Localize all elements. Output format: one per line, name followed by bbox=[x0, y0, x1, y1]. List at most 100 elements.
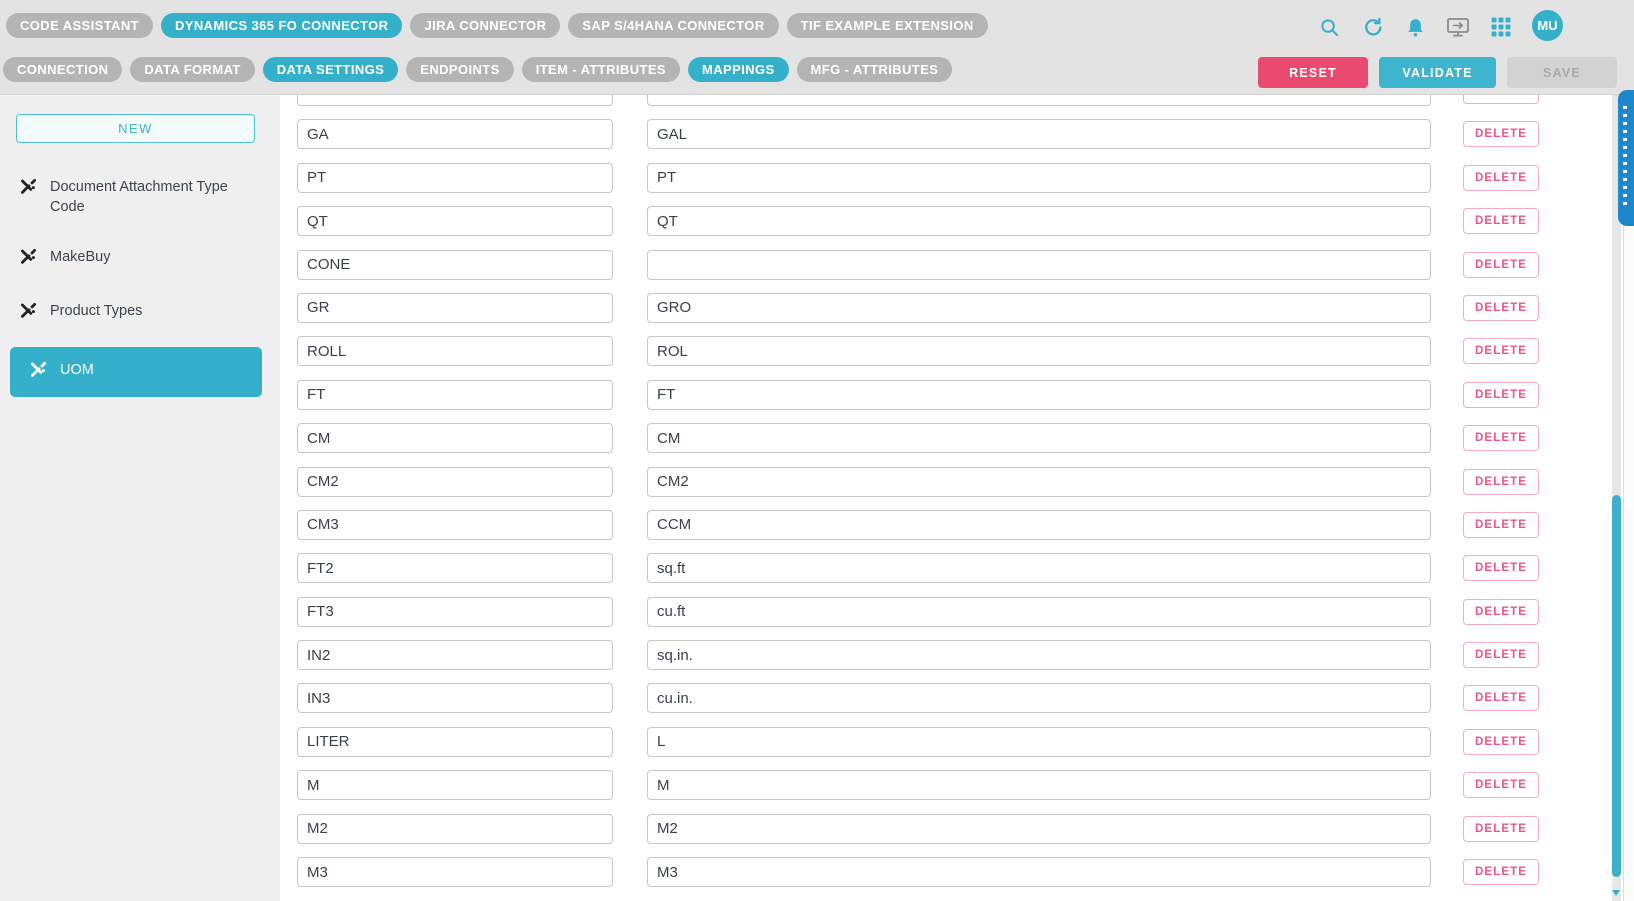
mapping-row: DELETE bbox=[297, 770, 1539, 801]
delete-button[interactable]: DELETE bbox=[1463, 815, 1539, 842]
target-uom-input[interactable] bbox=[647, 553, 1431, 584]
tab-mfg-attributes[interactable]: MFG - ATTRIBUTES bbox=[796, 57, 953, 82]
source-uom-input[interactable] bbox=[297, 596, 613, 627]
delete-button[interactable]: DELETE bbox=[1463, 772, 1539, 799]
target-uom-input[interactable] bbox=[647, 509, 1431, 540]
target-uom-input[interactable] bbox=[647, 249, 1431, 280]
content-scrollbar-thumb[interactable] bbox=[1612, 495, 1621, 877]
delete-button[interactable]: DELETE bbox=[1463, 642, 1539, 669]
tab-item-attributes[interactable]: ITEM - ATTRIBUTES bbox=[521, 57, 680, 82]
target-uom-input[interactable] bbox=[647, 466, 1431, 497]
source-uom-input[interactable] bbox=[297, 379, 613, 410]
mapping-row: DELETE bbox=[297, 119, 1539, 150]
connector-tabs: CODE ASSISTANT DYNAMICS 365 FO CONNECTOR J… bbox=[6, 13, 988, 38]
mapping-row: DELETE bbox=[297, 553, 1539, 584]
mapping-row: DELETE bbox=[297, 596, 1539, 627]
delete-button[interactable]: DELETE bbox=[1463, 511, 1539, 538]
sidebar-item-product-types[interactable]: Product Types bbox=[0, 293, 262, 333]
uom-mapping-panel: DELETE DELETE DELETE DELETE DELETE DELET… bbox=[280, 95, 1634, 901]
tab-connection[interactable]: CONNECTION bbox=[3, 57, 123, 82]
target-uom-input[interactable] bbox=[647, 119, 1431, 150]
source-uom-input[interactable] bbox=[297, 336, 613, 367]
remote-session-icon[interactable] bbox=[1446, 15, 1470, 39]
source-uom-input[interactable] bbox=[297, 423, 613, 454]
tab-sap-s-4hana-connector[interactable]: SAP S/4HANA CONNECTOR bbox=[568, 13, 779, 38]
target-uom-input[interactable] bbox=[647, 95, 1431, 106]
delete-button[interactable]: DELETE bbox=[1463, 251, 1539, 278]
delete-button[interactable]: DELETE bbox=[1463, 728, 1539, 755]
source-uom-input[interactable] bbox=[297, 119, 613, 150]
tab-data-settings[interactable]: DATA SETTINGS bbox=[262, 57, 399, 82]
source-uom-input[interactable] bbox=[297, 683, 613, 714]
save-button[interactable]: SAVE bbox=[1507, 57, 1617, 88]
source-uom-input[interactable] bbox=[297, 553, 613, 584]
sidebar-item-makebuy[interactable]: MakeBuy bbox=[0, 239, 262, 279]
tab-data-format[interactable]: DATA FORMAT bbox=[130, 57, 255, 82]
delete-button[interactable]: DELETE bbox=[1463, 685, 1539, 712]
source-uom-input[interactable] bbox=[297, 857, 613, 888]
apps-grid-icon[interactable] bbox=[1489, 15, 1513, 39]
source-uom-input[interactable] bbox=[297, 509, 613, 540]
delete-button[interactable]: DELETE bbox=[1463, 425, 1539, 452]
source-uom-input[interactable] bbox=[297, 95, 613, 106]
refresh-icon[interactable] bbox=[1360, 15, 1384, 39]
mapping-row: DELETE bbox=[297, 249, 1539, 280]
source-uom-input[interactable] bbox=[297, 292, 613, 323]
tab-dynamics-365-fo-connector[interactable]: DYNAMICS 365 FO CONNECTOR bbox=[161, 13, 403, 38]
validate-button[interactable]: VALIDATE bbox=[1379, 57, 1496, 88]
target-uom-input[interactable] bbox=[647, 423, 1431, 454]
sidebar-item-document-attachment-type-code[interactable]: Document Attachment Type Code bbox=[0, 169, 262, 225]
content-scrollbar-track[interactable] bbox=[1612, 95, 1621, 901]
browser-side-tab[interactable] bbox=[1618, 90, 1634, 226]
source-uom-input[interactable] bbox=[297, 726, 613, 757]
delete-button[interactable]: DELETE bbox=[1463, 208, 1539, 235]
tab-code-assistant[interactable]: CODE ASSISTANT bbox=[6, 13, 153, 38]
target-uom-input[interactable] bbox=[647, 336, 1431, 367]
source-uom-input[interactable] bbox=[297, 206, 613, 237]
target-uom-input[interactable] bbox=[647, 770, 1431, 801]
delete-button[interactable]: DELETE bbox=[1463, 294, 1539, 321]
tab-jira-connector[interactable]: JIRA CONNECTOR bbox=[410, 13, 561, 38]
reset-button[interactable]: RESET bbox=[1258, 57, 1368, 88]
new-button[interactable]: NEW bbox=[16, 114, 255, 143]
sidebar-item-label: UOM bbox=[60, 362, 94, 378]
delete-button[interactable]: DELETE bbox=[1463, 468, 1539, 495]
target-uom-input[interactable] bbox=[647, 640, 1431, 671]
target-uom-input[interactable] bbox=[647, 857, 1431, 888]
source-uom-input[interactable] bbox=[297, 162, 613, 193]
mapping-row: DELETE bbox=[297, 813, 1539, 844]
mapping-row: DELETE bbox=[297, 509, 1539, 540]
delete-button[interactable]: DELETE bbox=[1463, 95, 1539, 104]
scroll-down-arrow-icon[interactable] bbox=[1612, 890, 1620, 896]
delete-button[interactable]: DELETE bbox=[1463, 121, 1539, 148]
delete-button[interactable]: DELETE bbox=[1463, 555, 1539, 582]
target-uom-input[interactable] bbox=[647, 726, 1431, 757]
source-uom-input[interactable] bbox=[297, 813, 613, 844]
target-uom-input[interactable] bbox=[647, 683, 1431, 714]
delete-button[interactable]: DELETE bbox=[1463, 381, 1539, 408]
source-uom-input[interactable] bbox=[297, 466, 613, 497]
delete-button[interactable]: DELETE bbox=[1463, 598, 1539, 625]
tab-mappings[interactable]: MAPPINGS bbox=[688, 57, 789, 82]
mapping-row: DELETE bbox=[297, 857, 1539, 888]
target-uom-input[interactable] bbox=[647, 162, 1431, 193]
tab-tif-example-extension[interactable]: TIF EXAMPLE EXTENSION bbox=[786, 13, 988, 38]
delete-button[interactable]: DELETE bbox=[1463, 859, 1539, 886]
tab-endpoints[interactable]: ENDPOINTS bbox=[406, 57, 514, 82]
delete-button[interactable]: DELETE bbox=[1463, 338, 1539, 365]
target-uom-input[interactable] bbox=[647, 206, 1431, 237]
outer-scrollbar-track[interactable] bbox=[1623, 95, 1634, 901]
source-uom-input[interactable] bbox=[297, 770, 613, 801]
user-avatar[interactable]: MU bbox=[1532, 10, 1563, 41]
delete-button[interactable]: DELETE bbox=[1463, 164, 1539, 191]
source-uom-input[interactable] bbox=[297, 640, 613, 671]
target-uom-input[interactable] bbox=[647, 813, 1431, 844]
target-uom-input[interactable] bbox=[647, 379, 1431, 410]
sidebar-item-uom[interactable]: UOM bbox=[10, 347, 262, 397]
notifications-icon[interactable] bbox=[1403, 15, 1427, 39]
mapping-row: DELETE bbox=[297, 336, 1539, 367]
target-uom-input[interactable] bbox=[647, 292, 1431, 323]
search-icon[interactable] bbox=[1317, 15, 1341, 39]
source-uom-input[interactable] bbox=[297, 249, 613, 280]
target-uom-input[interactable] bbox=[647, 596, 1431, 627]
